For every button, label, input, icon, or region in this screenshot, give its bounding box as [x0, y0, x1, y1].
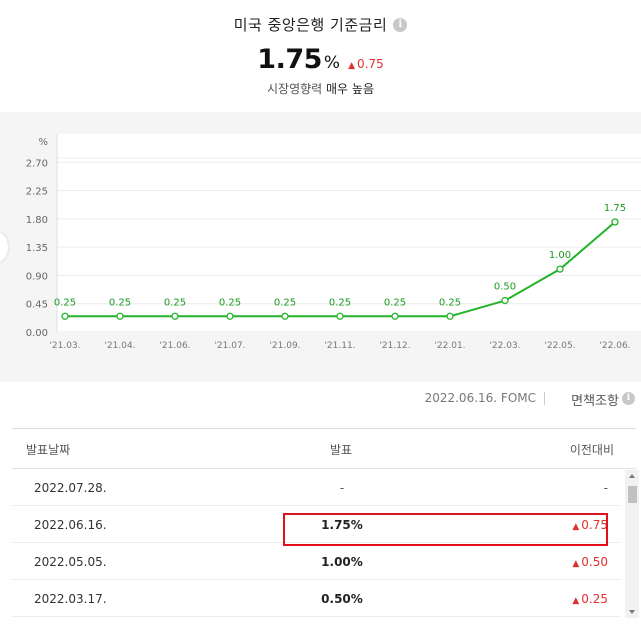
x-tick-label: '21.09.: [269, 341, 300, 351]
y-tick-label: 1.35: [26, 243, 48, 254]
announcement-subhead: 2022.06.16. FOMC 면책조항 i: [0, 382, 641, 414]
disclaimer-link[interactable]: 면책조항: [571, 394, 619, 409]
x-tick-label: '21.04.: [104, 341, 135, 351]
column-header-date: 발표날짜: [26, 443, 71, 457]
announcement-date: 2022.06.16. FOMC: [424, 391, 536, 405]
x-tick-label: '22.03.: [489, 341, 520, 351]
x-tick-label: '22.06.: [599, 341, 630, 351]
scrollbar-thumb[interactable]: [628, 486, 637, 503]
market-impact: 시장영향력 매우 높음: [0, 80, 641, 97]
data-label: 1.75: [604, 203, 626, 214]
table-scrollbar[interactable]: [625, 470, 639, 618]
x-tick-label: '21.07.: [214, 341, 245, 351]
row-date: 2022.05.05.: [34, 555, 107, 569]
y-tick-label: 2.70: [26, 158, 48, 169]
data-label: 0.50: [494, 282, 516, 293]
table-header: 발표날짜 발표 이전대비: [12, 429, 636, 469]
y-tick-label: 2.25: [26, 187, 48, 198]
row-announce: 1.75%: [321, 518, 363, 532]
y-tick-label: 1.80: [26, 215, 48, 226]
x-tick-label: '22.05.: [544, 341, 575, 351]
row-diff: ▲ 0.25: [572, 592, 608, 606]
title-row: 미국 중앙은행 기준금리 i: [0, 14, 641, 35]
data-label: 0.25: [274, 297, 296, 308]
data-point: [226, 312, 234, 320]
row-diff: ▲ 0.50: [572, 555, 608, 569]
data-point: [171, 312, 179, 320]
rate-change: ▲ 0.75: [348, 57, 384, 71]
row-diff-value: 0.50: [581, 555, 608, 569]
rate-unit: %: [323, 53, 341, 73]
data-point: [336, 312, 344, 320]
row-announce: 0.50%: [321, 592, 363, 606]
impact-label: 시장영향력: [266, 82, 323, 96]
row-diff-value: 0.75: [581, 518, 608, 532]
rate-line-chart: 0.00 0.45 0.90 1.35 1.80 2.25 2.70% 0.25 '21.03.…: [26, 134, 641, 351]
rate-change-value: 0.75: [356, 57, 384, 71]
rate-header: 미국 중앙은행 기준금리 i 1.75 % ▲ 0.75 시장영향력 매우 높음: [0, 0, 641, 112]
row-diff-value: 0.25: [581, 592, 608, 606]
row-announce: -: [339, 481, 345, 495]
data-label: 0.25: [164, 297, 186, 308]
history-table: 발표날짜 발표 이전대비 2022.07.28. - - 2022.06.16.…: [12, 428, 636, 618]
data-point: [556, 265, 564, 273]
row-announce: 1.00%: [321, 555, 363, 569]
y-tick-label: 0.90: [26, 271, 48, 282]
scroll-up-icon[interactable]: [629, 474, 635, 478]
x-tick-label: '21.11.: [324, 341, 355, 351]
column-header-announce: 발표: [330, 443, 353, 457]
impact-value: 매우 높음: [326, 82, 374, 96]
table-row: 2022.07.28. - -: [12, 469, 620, 506]
up-triangle-icon: ▲: [572, 522, 580, 532]
divider: [544, 392, 545, 405]
x-tick-label: '21.03.: [49, 341, 80, 351]
current-rate: 1.75 % ▲ 0.75: [0, 44, 641, 75]
row-date: 2022.07.28.: [34, 481, 107, 495]
disclaimer-info-icon[interactable]: i: [622, 392, 635, 405]
y-tick-label: 0.00: [26, 328, 48, 339]
column-header-diff: 이전대비: [569, 443, 614, 457]
up-triangle-icon: ▲: [572, 596, 580, 606]
rate-chart: 0.00 0.45 0.90 1.35 1.80 2.25 2.70% 0.25 '21.03.…: [0, 112, 641, 382]
x-tick-label: '21.06.: [159, 341, 190, 351]
x-tick-label: '22.01.: [434, 341, 465, 351]
scroll-down-icon[interactable]: [629, 610, 635, 614]
data-point: [446, 312, 454, 320]
data-label: 0.25: [219, 297, 241, 308]
rate-value: 1.75: [257, 44, 322, 75]
x-tick-label: '21.12.: [379, 341, 410, 351]
row-date: 2022.03.17.: [34, 592, 107, 606]
row-diff: -: [603, 481, 608, 495]
info-icon[interactable]: i: [393, 17, 408, 32]
data-label: 0.25: [54, 297, 76, 308]
data-label: 0.25: [439, 297, 461, 308]
table-row: 2022.06.16. 1.75% ▲ 0.75: [12, 506, 620, 543]
page-title: 미국 중앙은행 기준금리: [233, 16, 388, 34]
table-row: 2022.03.17. 0.50% ▲ 0.25: [12, 580, 620, 617]
highlighted-row-outline: [283, 513, 608, 546]
data-label: 0.25: [384, 297, 406, 308]
data-label: 0.25: [329, 297, 351, 308]
row-diff: ▲ 0.75: [572, 518, 608, 532]
table-body[interactable]: 2022.07.28. - - 2022.06.16. 1.75% ▲ 0.75 …: [12, 469, 620, 619]
row-date: 2022.06.16.: [34, 518, 107, 532]
y-tick-label: 0.45: [26, 300, 48, 311]
data-point: [501, 296, 509, 305]
data-point: [391, 312, 399, 320]
plot-background: [57, 134, 641, 333]
table-row: 2022.05.05. 1.00% ▲ 0.50: [12, 543, 620, 580]
up-triangle-icon: ▲: [572, 559, 580, 569]
data-point: [61, 312, 69, 320]
data-point: [116, 312, 124, 320]
y-unit-label: %: [38, 137, 48, 148]
data-label: 0.25: [109, 297, 131, 308]
up-triangle-icon: ▲: [348, 61, 355, 71]
chart-scroll-handle[interactable]: [0, 232, 8, 262]
data-label: 1.00: [549, 250, 571, 261]
data-point: [281, 312, 289, 320]
data-point: [611, 218, 619, 226]
